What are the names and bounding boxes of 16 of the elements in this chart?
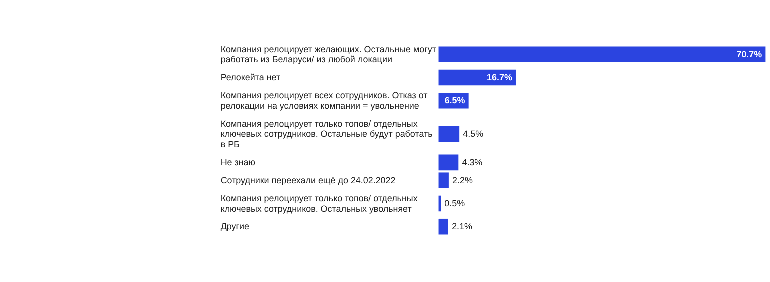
y-tick-label: Сотрудники переехали ещё до 24.02.2022 <box>220 175 396 186</box>
data-label: 4.3% <box>462 158 483 168</box>
data-label: 70.7% <box>736 49 762 60</box>
y-tick-label: Релокейта нет <box>220 72 281 83</box>
data-label: 0.5% <box>444 198 466 209</box>
data-label: 4.5% <box>463 129 484 140</box>
y-tick-label: Другие <box>220 222 250 232</box>
data-label: 16.7% <box>487 72 512 83</box>
y-tick-label: Компания релоцирует желающих. Остальные могут работать из Беларуси/ из любой локации <box>220 44 436 65</box>
data-label: 6.5% <box>444 96 466 106</box>
data-label: 2.1% <box>452 222 473 232</box>
y-tick-label: Компания релоцирует всех сотрудников. Отказ от релокации на условиях компании = увольнение <box>220 90 428 111</box>
data-label: 2.2% <box>452 175 473 186</box>
y-tick-label: Компания релоцирует только топов/ отдельных ключевых сотрудников. Остальных увольняет <box>220 193 418 214</box>
y-tick-label: Не знаю <box>220 158 256 168</box>
y-tick-label: Компания релоцирует только топов/ отдельных ключевых сотрудников. Остальные будут работать в РБ <box>220 118 434 150</box>
